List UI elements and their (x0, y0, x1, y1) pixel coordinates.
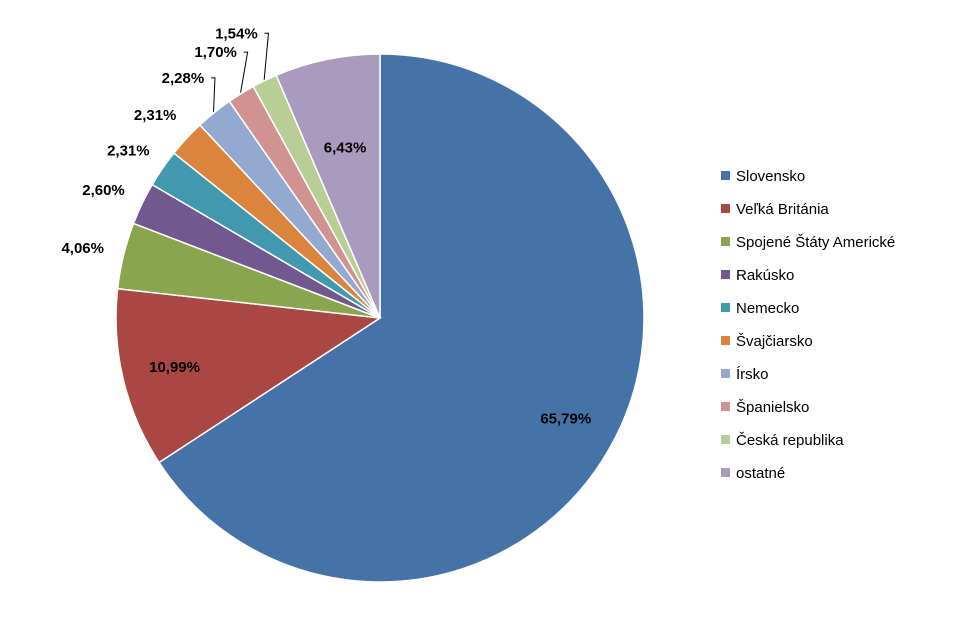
pie-slices (115, 53, 645, 583)
data-label-8: 1,70% (194, 44, 237, 61)
legend: Slovensko Veľká Británia Spojené Štáty Ame… (721, 168, 895, 482)
legend-swatch-7 (721, 369, 730, 378)
legend-swatch-6 (721, 336, 730, 345)
leader-line-8 (240, 51, 249, 93)
legend-label-2: Veľká Británia (736, 201, 829, 218)
data-label-5: 2,31% (107, 142, 150, 159)
leader-line-9 (263, 32, 270, 80)
legend-swatch-10 (721, 468, 730, 477)
legend-swatch-3 (721, 237, 730, 246)
data-label-1: 65,79% (540, 410, 591, 427)
legend-swatch-4 (721, 270, 730, 279)
legend-swatch-2 (721, 204, 730, 213)
legend-label-9: Česká republika (736, 432, 844, 449)
legend-label-10: ostatné (736, 465, 785, 482)
data-label-6: 2,31% (134, 107, 177, 124)
legend-swatch-8 (721, 402, 730, 411)
pie-slice-10 (275, 53, 381, 319)
leader-lines (210, 32, 270, 112)
legend-label-3: Spojené Štáty Americké (736, 234, 895, 251)
pie-slice-2 (115, 287, 383, 464)
legend-label-5: Nemecko (736, 300, 799, 317)
legend-label-1: Slovensko (736, 168, 805, 185)
pie-slice-1 (158, 53, 645, 583)
leader-line-7 (210, 77, 216, 112)
data-label-2: 10,99% (149, 359, 200, 376)
legend-swatch-1 (721, 171, 730, 180)
data-label-4: 2,60% (82, 182, 125, 199)
data-label-10: 6,43% (324, 139, 367, 156)
data-label-9: 1,54% (215, 25, 258, 42)
legend-label-6: Švajčiarsko (736, 333, 813, 350)
legend-swatch-5 (721, 303, 730, 312)
legend-swatch-9 (721, 435, 730, 444)
legend-label-4: Rakúsko (736, 267, 794, 284)
data-label-3: 4,06% (61, 240, 104, 257)
legend-label-8: Španielsko (736, 399, 809, 416)
data-label-7: 2,28% (162, 70, 205, 87)
legend-label-7: Írsko (736, 366, 769, 383)
data-labels: 65,79% 10,99% 4,06% 2,60% 2,31% 2,31% 2,28% 1,7… (61, 25, 591, 427)
